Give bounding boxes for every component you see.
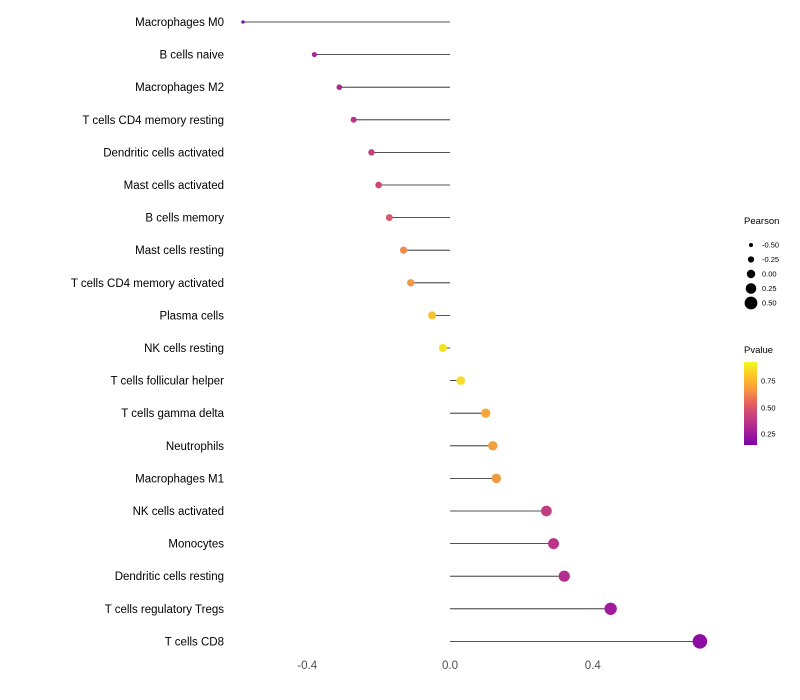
lollipop-dot: [428, 311, 437, 320]
lollipop-dot: [399, 246, 408, 254]
category-label: T cells CD4 memory resting: [82, 115, 224, 127]
category-label: NK cells activated: [133, 506, 224, 518]
size-legend-dot: [747, 256, 755, 263]
category-label: Neutrophils: [166, 441, 224, 453]
category-label: Dendritic cells activated: [103, 147, 224, 159]
color-legend-title: Pvalue: [744, 345, 773, 356]
lollipop-dot: [692, 634, 708, 649]
category-label: Macrophages M1: [135, 473, 224, 485]
category-label: Mast cells resting: [135, 245, 224, 257]
category-label: Plasma cells: [159, 310, 224, 322]
size-legend-dot: [745, 283, 757, 294]
category-label: T cells CD4 memory activated: [71, 278, 224, 290]
category-label: T cells follicular helper: [110, 376, 224, 388]
category-label: Dendritic cells resting: [115, 571, 224, 583]
size-legend-label: 0.50: [762, 299, 777, 308]
pvalue-colorbar: [744, 362, 757, 445]
lollipop-dot: [336, 84, 343, 91]
size-legend-dot: [746, 269, 756, 279]
category-label: T cells regulatory Tregs: [105, 604, 225, 616]
category-label: Monocytes: [168, 539, 224, 551]
category-label: Macrophages M2: [135, 82, 224, 94]
lollipop-dot: [385, 214, 393, 222]
lollipop-dot: [375, 181, 382, 189]
size-legend-dot: [744, 296, 758, 310]
lollipop-dot: [541, 505, 552, 517]
size-legend-title: Pearson: [744, 216, 779, 227]
category-label: B cells naive: [159, 50, 224, 62]
x-tick-label: 0.0: [442, 660, 458, 672]
lollipop-dot: [407, 279, 415, 287]
x-tick-label: 0.4: [585, 660, 602, 672]
lollipop-dot: [491, 473, 502, 484]
category-label: T cells CD8: [165, 636, 224, 648]
size-legend-label: 0.25: [762, 284, 777, 293]
x-tick-label: -0.4: [297, 660, 317, 672]
lollipop-dot: [488, 441, 498, 451]
lollipop-dot: [311, 52, 317, 58]
color-legend-tick-label: 0.75: [761, 377, 776, 386]
lollipop-dot: [241, 20, 245, 24]
size-legend-dot: [749, 243, 753, 247]
lollipop-dot: [558, 570, 570, 582]
lollipop-dot: [438, 343, 447, 353]
size-legend-label: 0.00: [762, 270, 777, 279]
category-label: B cells memory: [145, 213, 224, 225]
lollipop-dot: [604, 602, 617, 615]
lollipop-dot: [548, 538, 560, 550]
lollipop-dot: [350, 116, 357, 123]
lollipop-dot: [368, 149, 375, 156]
lollipop-dot: [456, 376, 466, 385]
category-label: NK cells resting: [144, 343, 224, 355]
category-label: Mast cells activated: [124, 180, 224, 192]
color-legend-tick-label: 0.50: [761, 404, 776, 413]
lollipop-dot: [481, 408, 491, 418]
color-legend-tick-label: 0.25: [761, 430, 776, 439]
category-label: T cells gamma delta: [121, 408, 224, 420]
category-label: Macrophages M0: [135, 17, 224, 29]
size-legend-label: -0.25: [762, 255, 779, 264]
size-legend-label: -0.50: [762, 241, 779, 250]
